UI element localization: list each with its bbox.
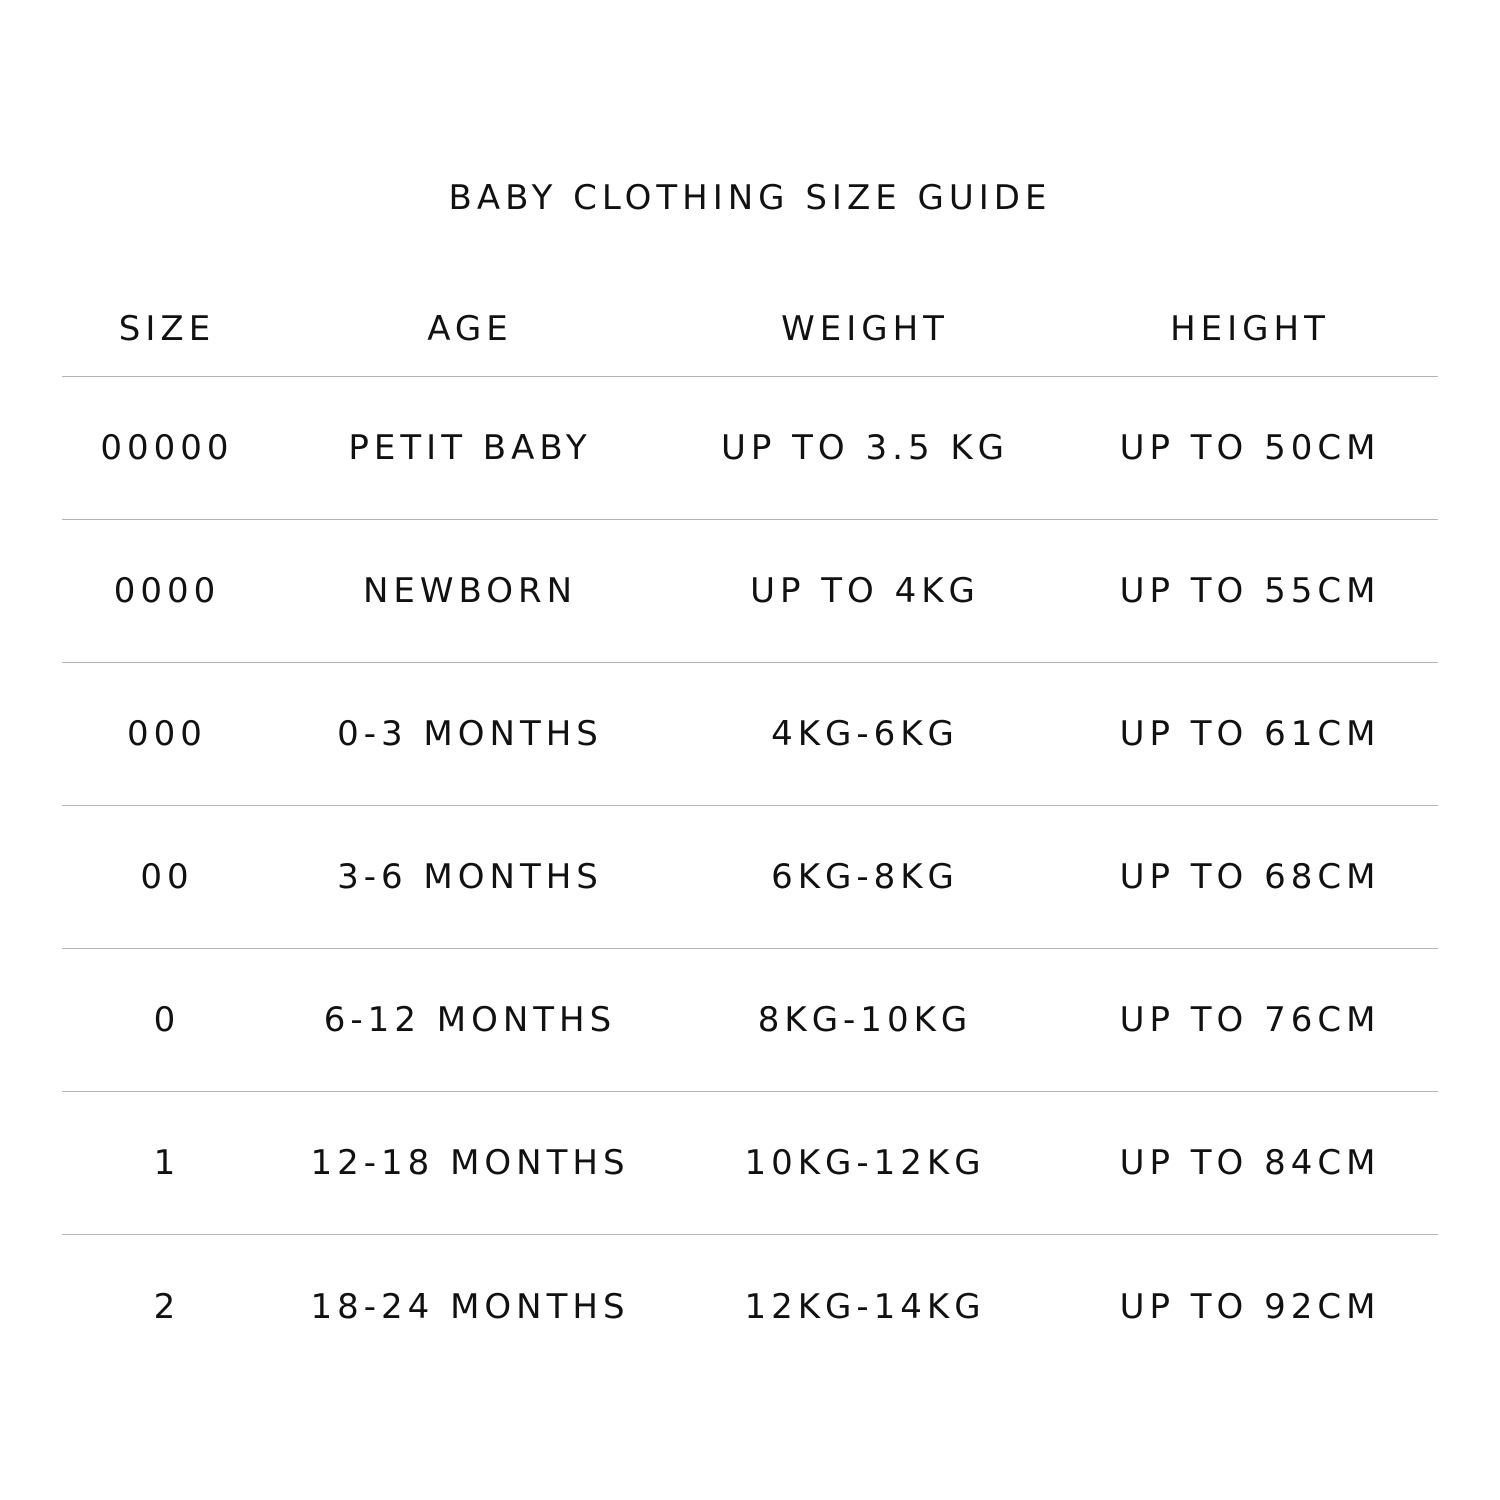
cell-age: NEWBORN [362, 571, 578, 611]
cell-weight: 4KG-6KG [771, 714, 959, 754]
header-weight: WEIGHT [781, 309, 949, 349]
table-row: 0000 NEWBORN UP TO 4KG UP TO 55CM [62, 520, 1438, 663]
size-table: SIZE AGE WEIGHT HEIGHT 00000 PETIT BABY UP… [62, 287, 1438, 1378]
cell-age: 3-6 MONTHS [337, 857, 603, 897]
cell-age: 0-3 MONTHS [337, 714, 603, 754]
cell-weight: 10KG-12KG [744, 1143, 986, 1183]
table-row: 00000 PETIT BABY UP TO 3.5 KG UP TO 50CM [62, 377, 1438, 520]
cell-size: 000 [127, 714, 207, 754]
cell-age: 18-24 MONTHS [310, 1286, 630, 1327]
cell-height: UP TO 50CM [1119, 428, 1381, 468]
table-row: 00 3-6 MONTHS 6KG-8KG UP TO 68CM [62, 806, 1438, 949]
header-size: SIZE [118, 309, 216, 349]
cell-size: 00000 [100, 428, 234, 468]
table-row: 000 0-3 MONTHS 4KG-6KG UP TO 61CM [62, 663, 1438, 806]
cell-size: 0 [153, 1000, 181, 1040]
cell-weight: UP TO 4KG [750, 571, 980, 611]
header-height: HEIGHT [1170, 309, 1330, 349]
cell-height: UP TO 76CM [1119, 1000, 1381, 1040]
cell-weight: 12KG-14KG [744, 1286, 986, 1327]
cell-size: 00 [140, 857, 194, 897]
cell-age: 6-12 MONTHS [323, 1000, 617, 1040]
cell-size: 0000 [113, 571, 221, 611]
table-row: 0 6-12 MONTHS 8KG-10KG UP TO 76CM [62, 949, 1438, 1092]
cell-age: 12-18 MONTHS [310, 1143, 630, 1183]
cell-height: UP TO 68CM [1119, 857, 1381, 897]
cell-size: 1 [153, 1143, 181, 1183]
cell-weight: UP TO 3.5 KG [720, 428, 1010, 468]
cell-height: UP TO 55CM [1119, 571, 1381, 611]
table-row: 2 18-24 MONTHS 12KG-14KG UP TO 92CM [62, 1235, 1438, 1378]
table-row: 1 12-18 MONTHS 10KG-12KG UP TO 84CM [62, 1092, 1438, 1235]
cell-weight: 8KG-10KG [757, 1000, 973, 1040]
cell-height: UP TO 92CM [1119, 1286, 1381, 1327]
header-age: AGE [427, 309, 513, 349]
cell-height: UP TO 84CM [1119, 1143, 1381, 1183]
page-title: BABY CLOTHING SIZE GUIDE [448, 178, 1052, 218]
cell-height: UP TO 61CM [1119, 714, 1381, 754]
table-header: SIZE AGE WEIGHT HEIGHT [62, 287, 1438, 377]
cell-age: PETIT BABY [348, 428, 592, 468]
cell-weight: 6KG-8KG [771, 857, 959, 897]
cell-size: 2 [153, 1286, 181, 1327]
